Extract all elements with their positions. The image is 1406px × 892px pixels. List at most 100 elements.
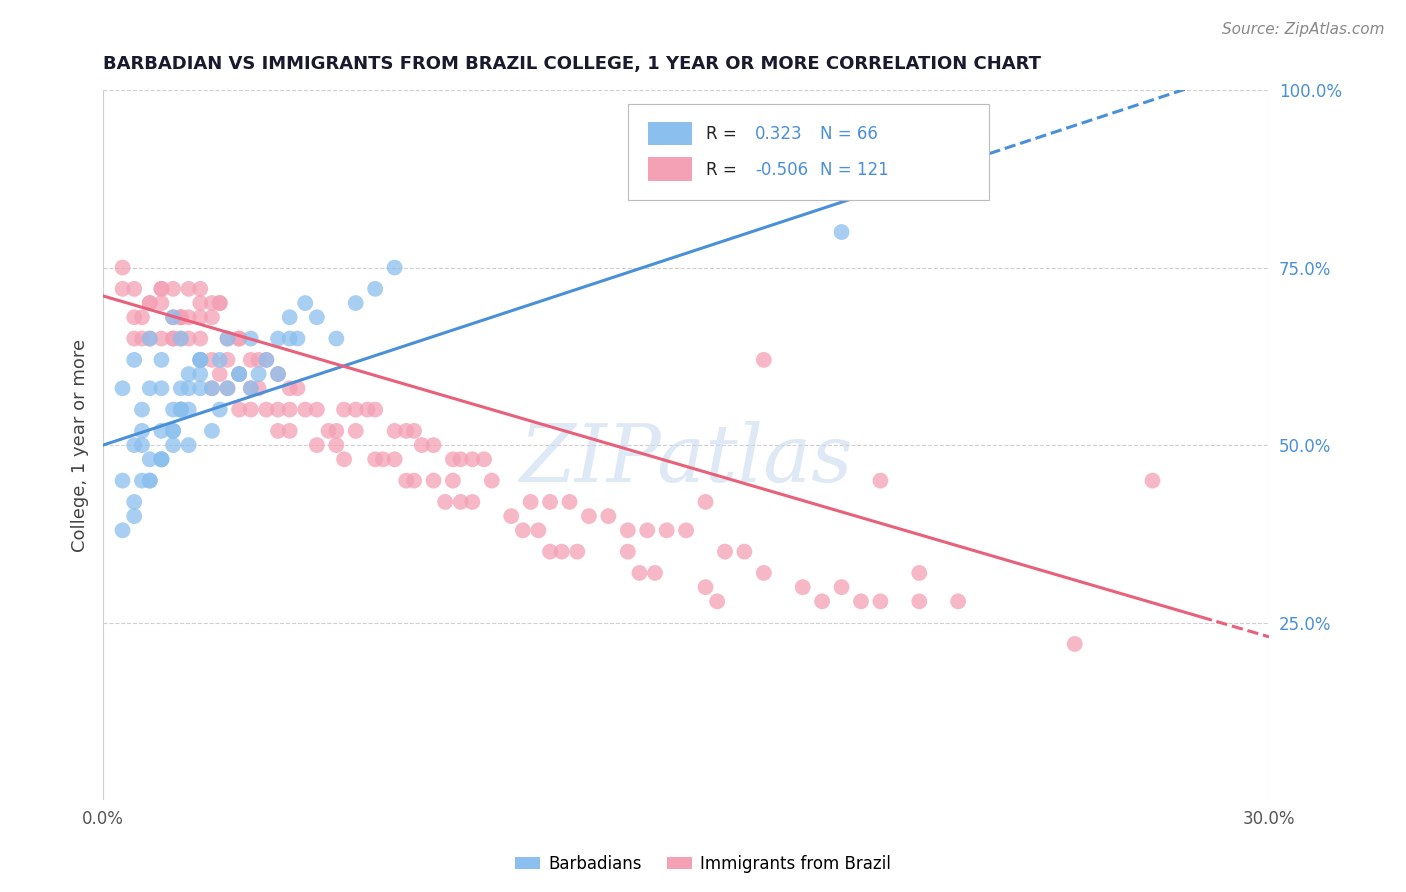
Text: -0.506: -0.506	[755, 161, 808, 178]
Text: R =: R =	[706, 125, 737, 143]
Point	[792, 580, 814, 594]
Point	[170, 402, 193, 417]
Point	[150, 332, 173, 346]
Text: N = 121: N = 121	[820, 161, 889, 178]
Point	[706, 594, 728, 608]
Point	[201, 381, 224, 395]
Point	[811, 594, 834, 608]
Point	[208, 296, 231, 310]
Point	[384, 260, 406, 275]
Point	[402, 474, 425, 488]
Point	[188, 367, 211, 381]
Point	[150, 452, 173, 467]
Point	[551, 544, 574, 558]
Point	[294, 402, 316, 417]
Point	[752, 566, 775, 580]
Point	[422, 474, 444, 488]
Point	[628, 566, 651, 580]
Point	[150, 282, 173, 296]
Point	[177, 438, 200, 452]
Point	[228, 367, 250, 381]
Point	[364, 282, 387, 296]
Point	[267, 367, 290, 381]
Point	[170, 310, 193, 325]
Point	[217, 332, 239, 346]
Point	[501, 509, 523, 524]
Point	[481, 474, 503, 488]
Point	[908, 594, 931, 608]
Point	[188, 352, 211, 367]
Point	[538, 544, 561, 558]
Point	[636, 524, 658, 538]
Point	[131, 332, 153, 346]
Point	[695, 495, 717, 509]
Point	[472, 452, 495, 467]
Point	[177, 367, 200, 381]
Point	[170, 381, 193, 395]
Point	[254, 402, 277, 417]
Point	[946, 594, 969, 608]
Point	[450, 452, 472, 467]
Point	[278, 424, 301, 438]
Point	[131, 438, 153, 452]
Point	[733, 544, 755, 558]
Text: R =: R =	[706, 161, 737, 178]
Point	[217, 381, 239, 395]
Point	[150, 352, 173, 367]
Point	[177, 381, 200, 395]
Point	[849, 594, 872, 608]
Point	[344, 402, 367, 417]
Point	[617, 524, 640, 538]
Point	[247, 381, 270, 395]
Point	[170, 332, 193, 346]
Point	[239, 332, 262, 346]
Point	[188, 352, 211, 367]
Point	[139, 332, 162, 346]
Point	[228, 332, 250, 346]
Point	[278, 310, 301, 325]
Point	[131, 310, 153, 325]
Point	[578, 509, 600, 524]
Point	[111, 524, 134, 538]
Point	[869, 474, 891, 488]
Point	[177, 402, 200, 417]
Point	[831, 225, 853, 239]
Point	[395, 424, 418, 438]
Point	[177, 310, 200, 325]
Point	[450, 495, 472, 509]
Point	[294, 296, 316, 310]
Point	[333, 402, 356, 417]
Point	[644, 566, 666, 580]
FancyBboxPatch shape	[648, 122, 692, 145]
Point	[325, 424, 347, 438]
Point	[188, 352, 211, 367]
Point	[538, 495, 561, 509]
Point	[364, 452, 387, 467]
Point	[111, 381, 134, 395]
Point	[162, 402, 184, 417]
Point	[287, 332, 309, 346]
Point	[228, 367, 250, 381]
Point	[422, 438, 444, 452]
Point	[305, 402, 328, 417]
Point	[162, 332, 184, 346]
Point	[131, 424, 153, 438]
Point	[267, 402, 290, 417]
Point	[239, 381, 262, 395]
Point	[287, 381, 309, 395]
Point	[267, 367, 290, 381]
Point	[278, 402, 301, 417]
Point	[278, 381, 301, 395]
FancyBboxPatch shape	[628, 104, 990, 200]
Point	[239, 381, 262, 395]
Point	[558, 495, 581, 509]
Point	[201, 296, 224, 310]
Point	[208, 352, 231, 367]
Point	[239, 352, 262, 367]
Point	[695, 580, 717, 594]
Point	[247, 352, 270, 367]
Point	[752, 352, 775, 367]
Point	[201, 352, 224, 367]
Point	[139, 452, 162, 467]
Point	[131, 474, 153, 488]
